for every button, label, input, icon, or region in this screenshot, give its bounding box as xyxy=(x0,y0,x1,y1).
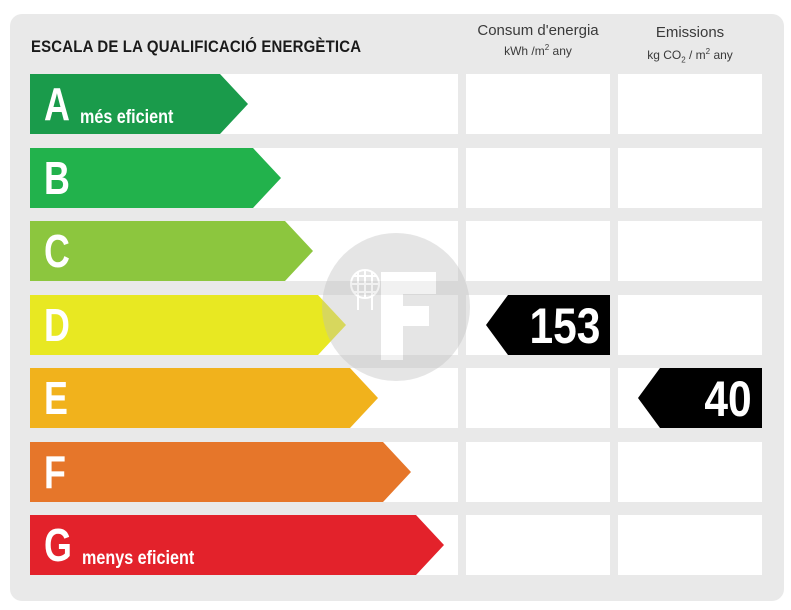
emissions-cell xyxy=(618,515,762,575)
emissions-cell xyxy=(618,295,762,355)
grade-letter: G xyxy=(44,519,72,571)
energy-column-unit: kWh /m2 any xyxy=(504,43,572,58)
grade-bar-d: D xyxy=(30,295,346,355)
grade-letter: B xyxy=(44,152,70,204)
energy-cell xyxy=(466,148,610,208)
grade-letter: C xyxy=(44,225,70,277)
grade-letter: A xyxy=(44,78,70,130)
grade-bar-b: B xyxy=(30,148,281,208)
emissions-column-header: Emissions kg CO2 / m2 any xyxy=(618,24,762,64)
grade-bar-e: E xyxy=(30,368,378,428)
grade-letter: F xyxy=(44,446,66,498)
energy-column-label: Consum d'energia xyxy=(477,22,599,39)
emissions-cell xyxy=(618,148,762,208)
page-title: ESCALA DE LA QUALIFICACIÓ ENERGÈTICA xyxy=(31,37,362,56)
emissions-cell xyxy=(618,442,762,502)
energy-rating-tag: 153 xyxy=(486,295,610,355)
emissions-column-label: Emissions xyxy=(655,24,725,41)
emissions-cell xyxy=(618,74,762,134)
grade-sublabel: més eficient xyxy=(80,107,174,128)
grade-bar-f: F xyxy=(30,442,411,502)
grade-sublabel: menys eficient xyxy=(82,548,195,569)
grade-letter: D xyxy=(44,299,70,351)
emissions-rating-tag-value: 40 xyxy=(704,371,752,427)
energy-column-header: Consum d'energia kWh /m2 any xyxy=(466,22,610,58)
grade-letter: E xyxy=(44,372,68,424)
energy-cell xyxy=(466,221,610,281)
energy-cell xyxy=(466,74,610,134)
emissions-column-unit: kg CO2 / m2 any xyxy=(647,47,733,65)
energy-rating-tag-value: 153 xyxy=(529,298,600,354)
energy-cell xyxy=(466,368,610,428)
grade-bar-c: C xyxy=(30,221,313,281)
f-logo-watermark-icon xyxy=(322,233,470,381)
emissions-cell xyxy=(618,221,762,281)
emissions-rating-tag: 40 xyxy=(638,368,762,428)
energy-cell xyxy=(466,515,610,575)
energy-cell xyxy=(466,442,610,502)
